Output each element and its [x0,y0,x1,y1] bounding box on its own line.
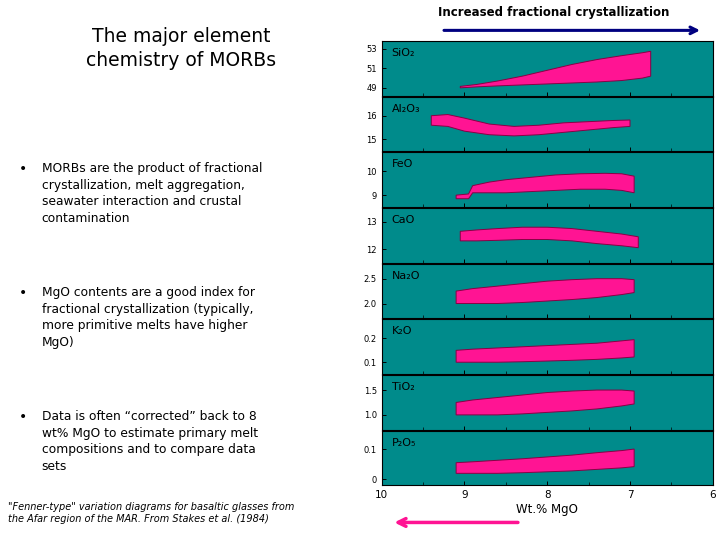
Polygon shape [456,449,634,474]
Text: CaO: CaO [392,215,415,225]
Text: "Fenner-type" variation diagrams for basaltic glasses from
the Afar region of th: "Fenner-type" variation diagrams for bas… [7,502,294,524]
Text: •: • [19,410,27,424]
Text: •: • [19,286,27,300]
Text: Increased fractional crystallization: Increased fractional crystallization [438,6,670,19]
Text: •: • [19,162,27,176]
Polygon shape [460,51,651,88]
Text: MgO contents are a good index for
fractional crystallization (typically,
more pr: MgO contents are a good index for fracti… [42,286,255,349]
Text: MORBs are the product of fractional
crystallization, melt aggregation,
seawater : MORBs are the product of fractional crys… [42,162,262,225]
Text: K₂O: K₂O [392,327,412,336]
Polygon shape [431,114,630,136]
Polygon shape [456,390,634,415]
Text: FeO: FeO [392,159,413,170]
Text: P₂O₅: P₂O₅ [392,438,416,448]
Text: Na₂O: Na₂O [392,271,420,281]
Polygon shape [460,227,638,248]
Text: SiO₂: SiO₂ [392,48,415,58]
Text: Al₂O₃: Al₂O₃ [392,104,420,114]
Polygon shape [456,340,634,362]
Text: Data is often “corrected” back to 8
wt% MgO to estimate primary melt
composition: Data is often “corrected” back to 8 wt% … [42,410,258,473]
Text: TiO₂: TiO₂ [392,382,414,392]
Polygon shape [456,173,634,199]
X-axis label: Wt.% MgO: Wt.% MgO [516,503,578,516]
Polygon shape [456,279,634,303]
Text: The major element
chemistry of MORBs: The major element chemistry of MORBs [86,27,276,70]
